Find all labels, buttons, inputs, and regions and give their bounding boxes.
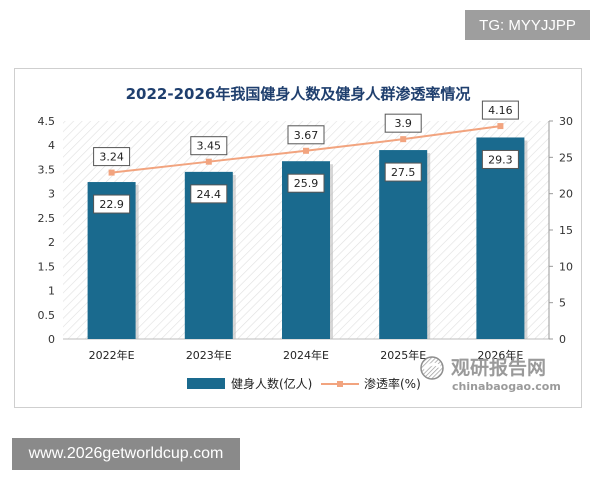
line-point bbox=[108, 169, 115, 176]
legend: 健身人数(亿人) 渗透率(%) bbox=[187, 376, 421, 391]
line-series bbox=[108, 123, 504, 176]
watermark-url: chinabaogao.com bbox=[452, 380, 561, 393]
y-left-tick-label: 3.5 bbox=[38, 163, 56, 176]
chart-svg: 2022-2026年我国健身人数及健身人群渗透率情况 0 0.5 1 1.5 2 2.5 3… bbox=[38, 85, 574, 393]
line-point bbox=[303, 147, 309, 154]
line-value-label-box bbox=[93, 194, 131, 214]
y-left-tick-label: 1 bbox=[48, 285, 55, 298]
site-url-badge: www.2026getworldcup.com bbox=[12, 438, 240, 470]
legend-line-label: 渗透率(%) bbox=[364, 376, 421, 391]
legend-bar-label: 健身人数(亿人) bbox=[231, 376, 312, 391]
bar-value-label-box bbox=[190, 136, 228, 156]
y-left-tick-label: 4 bbox=[48, 139, 55, 152]
y-left-tick-label: 0 bbox=[48, 333, 55, 346]
y-left-tick-label: 1.5 bbox=[38, 260, 56, 273]
y-left-tick-label: 2 bbox=[48, 236, 55, 249]
line-value-label: 24.4 bbox=[197, 188, 222, 201]
y-right-tick-label: 20 bbox=[559, 188, 573, 201]
bar-value-label: 3.24 bbox=[99, 151, 124, 164]
bar-value-label: 3.45 bbox=[197, 140, 222, 153]
watermark: 观研报告网 chinabaogao.com bbox=[420, 356, 561, 393]
legend-line-marker bbox=[337, 381, 343, 387]
bar bbox=[476, 137, 525, 339]
y-right-tick-label: 30 bbox=[559, 115, 573, 128]
bar-value-label-box bbox=[287, 125, 325, 145]
x-tick-label: 2025年E bbox=[380, 348, 426, 362]
line-point bbox=[497, 123, 504, 130]
bar-series bbox=[87, 137, 528, 339]
bar-value-label-box bbox=[384, 113, 422, 133]
bar-value-label-box bbox=[93, 147, 131, 167]
x-tick-label: 2022年E bbox=[89, 348, 135, 362]
line-value-label-box bbox=[481, 149, 519, 169]
data-labels: 3.24 3.45 3.67 3.9 4.16 22.9 24.4 25.9 27.5 29.3 bbox=[93, 100, 519, 214]
y-right-tick-label: 10 bbox=[559, 260, 573, 273]
line-value-label-box bbox=[384, 162, 422, 182]
line-value-label-box bbox=[287, 173, 325, 193]
line-value-label: 29.3 bbox=[488, 153, 513, 166]
y-left-tick-label: 0.5 bbox=[38, 309, 56, 322]
bar-value-label: 3.9 bbox=[394, 117, 412, 130]
line-point bbox=[400, 136, 407, 143]
y-axis-right: 0 5 10 15 20 25 30 bbox=[548, 115, 573, 346]
watermark-logo-icon bbox=[420, 356, 444, 380]
x-tick-label: 2023年E bbox=[186, 348, 232, 362]
bar-value-label: 4.16 bbox=[488, 104, 513, 117]
y-left-tick-label: 3 bbox=[48, 188, 55, 201]
line-value-label: 27.5 bbox=[391, 166, 416, 179]
bar-value-label: 3.67 bbox=[294, 129, 319, 142]
y-right-tick-label: 5 bbox=[559, 297, 566, 310]
line-value-label-box bbox=[190, 184, 228, 204]
line-value-label: 25.9 bbox=[294, 177, 319, 190]
bar-value-label-box bbox=[481, 100, 519, 120]
y-right-tick-label: 15 bbox=[559, 224, 573, 237]
line-value-label: 22.9 bbox=[99, 198, 124, 211]
chart-title: 2022-2026年我国健身人数及健身人群渗透率情况 bbox=[126, 85, 471, 103]
watermark-brand: 观研报告网 bbox=[451, 356, 546, 379]
line-point bbox=[205, 158, 212, 165]
y-right-tick-label: 0 bbox=[559, 333, 566, 346]
tg-badge: TG: MYYJJPP bbox=[465, 10, 590, 40]
chart-frame: 2022-2026年我国健身人数及健身人群渗透率情况 0 0.5 1 1.5 2 2.5 3… bbox=[14, 68, 582, 408]
y-left-tick-label: 4.5 bbox=[38, 115, 56, 128]
y-right-tick-label: 25 bbox=[559, 151, 573, 164]
x-tick-label: 2026年E bbox=[477, 348, 523, 362]
y-left-tick-label: 2.5 bbox=[38, 212, 56, 225]
x-axis-labels: 2022年E 2023年E 2024年E 2025年E 2026年E bbox=[89, 348, 524, 362]
legend-bar-swatch bbox=[187, 378, 225, 389]
x-tick-label: 2024年E bbox=[283, 348, 329, 362]
